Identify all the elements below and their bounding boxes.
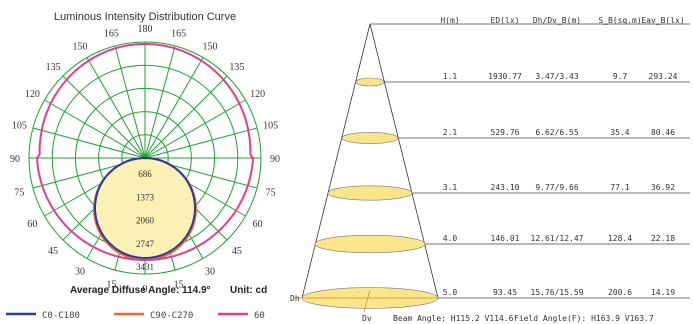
cone-right-edge xyxy=(369,23,439,299)
polar-spoke xyxy=(86,57,146,159)
angle-label-120: 120 xyxy=(25,89,40,100)
ring-label: 2747 xyxy=(136,239,155,249)
cone-cell: 9.77/9.66 xyxy=(535,183,579,192)
angle-label-150: 150 xyxy=(203,41,218,52)
angle-label-45: 45 xyxy=(48,246,58,257)
cone-cell: 3.1 xyxy=(443,183,458,192)
polar-spoke xyxy=(144,99,246,159)
cone-cell: 35.4 xyxy=(610,128,629,137)
angle-label-45: 45 xyxy=(232,246,242,257)
angle-label-30: 30 xyxy=(75,267,85,278)
angle-label-150: 150 xyxy=(73,41,88,52)
angle-label-30: 30 xyxy=(205,267,215,278)
curve-c0-c180 xyxy=(94,156,196,260)
cone-cell: 4.0 xyxy=(443,234,458,243)
ring-label: 2060 xyxy=(136,216,155,226)
polar-ring-labels: 686 1373 2060 2747 3431 xyxy=(136,169,155,272)
cone-cell: 93.45 xyxy=(493,288,517,297)
legend-label-60: 60 xyxy=(254,311,265,321)
cone-cell: 529.76 xyxy=(491,128,520,137)
average-diffuse-angle: Average Diffuse Angle: 114.9° xyxy=(70,285,211,296)
cone-cell: 22.18 xyxy=(651,234,675,243)
angle-label-105: 105 xyxy=(12,120,27,131)
angle-label-0: 0 xyxy=(143,284,148,295)
dh-label: Dh xyxy=(290,294,300,303)
polar-legend: C0-C180 C90-C270 60 xyxy=(6,311,265,321)
polar-spoke xyxy=(144,45,176,159)
angle-label-15: 15 xyxy=(106,280,116,291)
cone-cell: 2.1 xyxy=(443,128,458,137)
cone-cell: 6.62/6.55 xyxy=(535,128,579,137)
angle-label-60: 60 xyxy=(253,219,263,230)
polar-spoke xyxy=(44,99,146,159)
polar-spoke xyxy=(32,127,146,159)
angle-label-165: 165 xyxy=(171,28,186,39)
cone-header-0: H(m) xyxy=(440,16,459,25)
cone-cell: 243.10 xyxy=(491,183,520,192)
ring-label: 686 xyxy=(138,169,152,179)
cone-cell: 12.61/12.47 xyxy=(531,234,584,243)
field-angle: Field Angle(F): H163.9 V163.7 xyxy=(514,314,654,323)
cone-headers: H(m) ED(lx) Dh/Dv_B(m) S_B(sq.m) Eav_B(lx) xyxy=(440,16,684,25)
cone-cell: 200.6 xyxy=(608,288,632,297)
cone-cell: 5.0 xyxy=(443,288,458,297)
cone-cell: 36.92 xyxy=(651,183,675,192)
angle-label-90: 90 xyxy=(10,154,20,165)
illumination-ellipse xyxy=(355,77,385,87)
polar-spoke xyxy=(144,57,204,159)
cone-header-1: ED(lx) xyxy=(491,16,520,25)
polar-title: Luminous Intensity Distribution Curve xyxy=(54,11,236,23)
cone-cell: 1.1 xyxy=(443,72,458,81)
cone-cell: 128.4 xyxy=(608,234,632,243)
cone-header-2: Dh/Dv_B(m) xyxy=(533,16,581,25)
dv-line xyxy=(363,289,371,313)
legend-label-c0: C0-C180 xyxy=(42,311,80,321)
angle-label-75: 75 xyxy=(266,188,276,199)
ring-label: 3431 xyxy=(136,262,154,272)
cone-cell: 15.76/15.59 xyxy=(531,288,584,297)
cone-left-edge xyxy=(301,23,371,299)
angle-label-90: 90 xyxy=(270,154,280,165)
polar-curves xyxy=(35,42,255,262)
angle-label-15: 15 xyxy=(174,280,184,291)
curve-60 xyxy=(35,42,255,262)
ring-label: 1373 xyxy=(136,192,155,202)
cone-header-3: S_B(sq.m) xyxy=(598,16,641,25)
cone-cell: 9.7 xyxy=(613,72,628,81)
illumination-ellipse xyxy=(341,132,399,144)
angle-label-180: 180 xyxy=(138,24,153,35)
angle-label-75: 75 xyxy=(14,188,24,199)
polar-diagram: Luminous Intensity Distribution Curve 0 1… xyxy=(6,11,280,321)
cone-cell: 293.24 xyxy=(649,72,678,81)
polar-spoke xyxy=(114,45,146,159)
polar-spoke xyxy=(144,127,258,159)
polar-spoke xyxy=(144,75,228,159)
unit-label: Unit: cd xyxy=(230,285,267,296)
illumination-ellipse xyxy=(327,185,413,201)
cone-cell: 77.1 xyxy=(610,183,629,192)
angle-label-165: 165 xyxy=(104,28,119,39)
angle-label-105: 105 xyxy=(263,120,278,131)
cone-diagram: H(m) ED(lx) Dh/Dv_B(m) S_B(sq.m) Eav_B(lx) 1… xyxy=(290,16,690,323)
polar-fill-area xyxy=(95,158,195,258)
angle-label-120: 120 xyxy=(250,89,265,100)
cone-rows: 1.1 1930.77 3.47/3.43 9.7 293.24 2.1 529.76 6.6… xyxy=(443,72,678,297)
angle-label-60: 60 xyxy=(27,219,37,230)
beam-angle: Beam Angle: H115.2 V114.6 xyxy=(393,314,514,323)
angle-label-135: 135 xyxy=(46,62,61,73)
cone-cell: 1930.77 xyxy=(488,72,522,81)
cone-cell: 80.46 xyxy=(651,128,675,137)
illumination-ellipse xyxy=(314,234,426,254)
angle-label-135: 135 xyxy=(229,62,244,73)
polar-angle-labels: 0 15 15 30 30 45 45 60 60 75 75 90 90 105 105 120 120 135… xyxy=(10,24,280,295)
cone-cell: 14.19 xyxy=(651,288,675,297)
cone-header-4: Eav_B(lx) xyxy=(641,16,684,25)
cone-cell: 146.01 xyxy=(491,234,520,243)
cone-body xyxy=(294,23,690,313)
polar-spoke xyxy=(62,75,146,159)
cone-cell: 3.47/3.43 xyxy=(535,72,579,81)
dv-label: Dv xyxy=(362,314,372,323)
legend-label-c90: C90-C270 xyxy=(150,311,193,321)
